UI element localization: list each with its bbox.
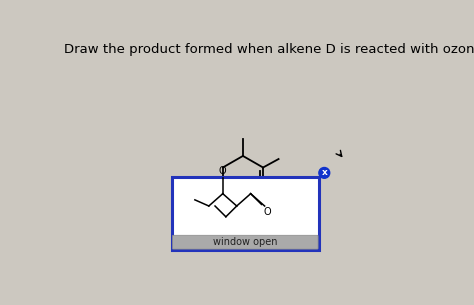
Text: x: x — [321, 168, 327, 178]
Text: Draw the product formed when alkene D is reacted with ozone, followed by Zn and : Draw the product formed when alkene D is… — [64, 43, 474, 56]
Text: D: D — [225, 211, 238, 225]
Circle shape — [319, 167, 330, 178]
Text: O: O — [264, 207, 272, 217]
FancyBboxPatch shape — [172, 177, 319, 250]
Text: window open: window open — [213, 237, 277, 247]
FancyBboxPatch shape — [173, 235, 318, 249]
Text: O: O — [219, 166, 227, 176]
